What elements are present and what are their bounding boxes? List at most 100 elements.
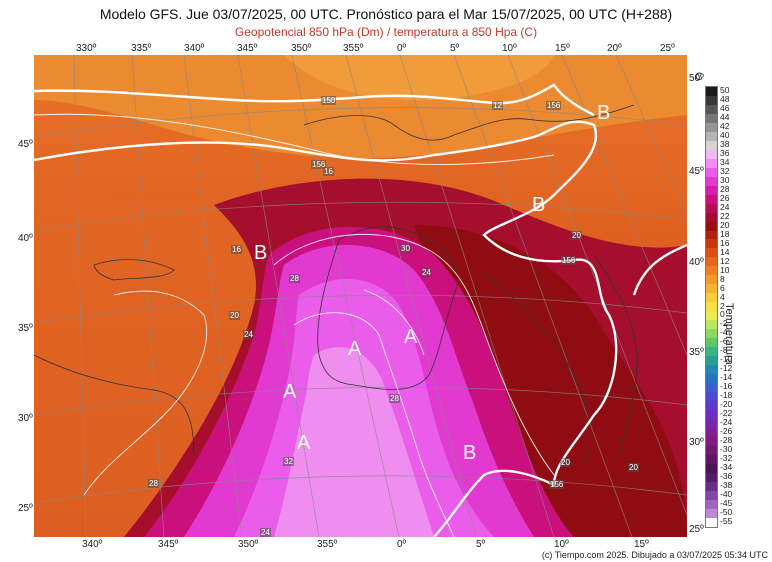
colorbar-level-label: 4 [720,291,725,302]
colorbar-swatch [706,472,717,482]
temperature-label: 30 [400,244,411,253]
colorbar-level-label: -34 [720,462,733,473]
legend-title: Temperatura [723,303,735,365]
bottom-lon-tick: 340º [82,539,103,550]
colorbar-level-label: -8 [720,345,728,356]
temperature-label: 28 [289,274,300,283]
colorbar-level-label: -28 [720,435,733,446]
colorbar-swatch [706,230,717,240]
colorbar-swatch [706,391,717,401]
colorbar-swatch [706,149,717,159]
colorbar-level-label: -45 [720,498,733,509]
colorbar-swatch [706,436,717,446]
colorbar-level-label: -40 [720,489,733,500]
bottom-lon-tick: 350º [238,539,259,550]
bottom-lon-tick: 355º [317,539,338,550]
right-lat-tick: 40º [689,257,704,268]
geopotential-label: 150 [321,96,337,105]
colorbar-level-label: -22 [720,408,733,419]
colorbar-swatch [706,131,717,141]
right-lat-tick: 45º [689,166,704,177]
low-pressure-center: B [254,242,268,264]
colorbar-level-label: -10 [720,354,733,365]
colorbar-swatch [706,490,717,500]
colorbar-swatch [706,266,717,276]
top-lon-tick: 350º [291,43,312,54]
top-lon-tick: 20º [607,43,622,54]
colorbar-swatch [706,203,717,213]
left-lat-tick: 35º [18,323,33,334]
colorbar-swatch [706,463,717,473]
bottom-lon-tick: 5º [476,539,486,550]
colorbar-swatch [706,194,717,204]
colorbar-level-label: 42 [720,120,730,131]
colorbar-swatch [706,365,717,374]
colorbar-swatch [706,212,717,222]
warm-zone-dark [414,225,687,537]
colorbar-level-label: -32 [720,453,733,464]
temperature-label: 16 [323,167,334,176]
colorbar-level-label: 20 [720,219,730,230]
colorbar-level-label: 48 [720,93,730,104]
high-pressure-center: A [283,381,297,403]
top-lon-tick: 10º [502,43,517,54]
atlantic-zone [34,175,314,537]
top-lon-tick: 15º [555,43,570,54]
colorbar-swatch [706,185,717,195]
colorbar-level-label: -4 [720,327,728,338]
colorbar-swatch [706,239,717,249]
colorbar-level-label: -6 [720,336,728,347]
top-lon-tick: 345º [237,43,258,54]
bottom-lon-tick: 10º [554,539,569,550]
colorbar-level-label: 44 [720,111,730,122]
colorbar-level-label: 46 [720,102,730,113]
colorbar-swatch [706,409,717,419]
top-lon-tick: 330º [76,43,97,54]
colorbar-level-label: -18 [720,390,733,401]
map-subtitle: Geopotencial 850 hPa (Dm) / temperatura … [234,25,538,39]
colorbar-swatch [706,374,717,383]
colorbar-level-label: 38 [720,138,730,149]
left-lat-tick: 40º [18,233,33,244]
credit-text: (c) Tiempo.com 2025. Dibujado a 03/07/20… [538,549,771,561]
colorbar-level-label: 36 [720,147,730,158]
temperature-contours [34,113,555,537]
colorbar-level-label: -55 [720,516,733,527]
bottom-lon-tick: 345º [158,539,179,550]
colorbar-swatch [706,221,717,231]
right-lat-tick: 50º [689,73,704,84]
colorbar-level-label: -16 [720,381,733,392]
colorbar-swatch [706,499,717,509]
bottom-lon-tick: 15º [634,539,649,550]
colorbar-swatch [706,95,717,105]
colorbar-swatch [706,347,717,357]
colorbar-level-label: 22 [720,210,730,221]
temperature-label: 20 [229,311,240,320]
right-lat-tick: 30º [689,437,704,448]
colorbar-swatch [706,293,717,303]
low-pressure-center: B [463,442,477,464]
geopotential-label: 156 [311,160,327,169]
map-title: Modelo GFS. Jue 03/07/2025, 00 UTC. Pron… [99,6,673,22]
colorbar-swatch [706,418,717,428]
right-lat-tick: 25º [689,524,704,535]
top-lon-tick: 25º [660,43,675,54]
low-pressure-center: B [597,102,611,124]
colorbar-level-label: 16 [720,237,730,248]
temperature-colorbar [705,86,718,528]
bottom-lon-tick: 0º [397,539,407,550]
high-pressure-center: A [297,432,311,454]
temperature-label: 20 [628,463,639,472]
top-lon-tick: 335º [131,43,152,54]
colorbar-level-label: -30 [720,444,733,455]
colorbar-swatch [706,158,717,168]
colorbar-level-label: 30 [720,174,730,185]
colorbar-swatch [706,454,717,464]
colorbar-level-label: -2 [720,318,728,329]
colorbar-swatch [706,87,717,96]
colorbar-level-label: 0 [720,309,725,320]
lat-lon-grid [34,55,687,537]
colorbar-swatch [706,329,717,339]
colorbar-swatch [706,311,717,321]
forecast-map[interactable] [34,55,687,537]
